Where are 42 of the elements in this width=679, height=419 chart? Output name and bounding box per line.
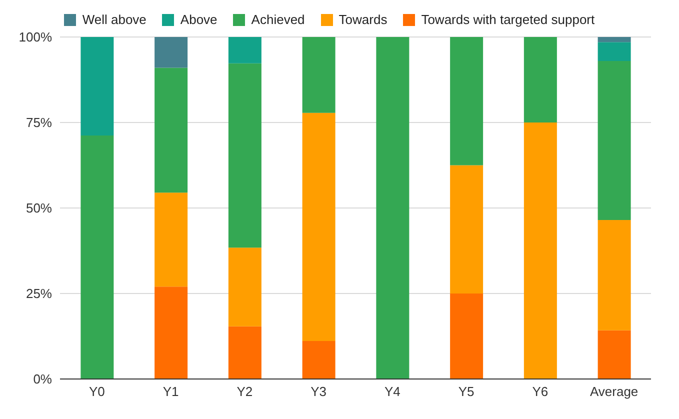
y-tick-label: 0%: [33, 372, 52, 387]
x-tick-label: Y1: [162, 384, 179, 400]
bar: [302, 37, 336, 113]
bar: [228, 37, 262, 64]
y-tick-label: 25%: [26, 286, 52, 302]
x-tick-label: Y5: [458, 384, 474, 400]
x-tick-label: Y3: [310, 384, 327, 400]
bar: [450, 294, 484, 379]
legend-label: Above: [180, 12, 218, 27]
legend-label: Towards with targeted support: [421, 12, 595, 27]
bar: [524, 37, 557, 122]
bar: [228, 326, 262, 379]
bar: [598, 37, 631, 42]
x-tick-label: Y0: [88, 384, 105, 400]
bar: [154, 68, 188, 193]
bar: [80, 37, 114, 136]
bar: [376, 37, 410, 379]
x-tick-label: Average: [590, 384, 638, 400]
bar: [154, 37, 188, 68]
bar: [154, 192, 188, 287]
bar: [598, 220, 631, 330]
bar: [598, 60, 631, 220]
bar: [228, 63, 262, 248]
legend-label: Achieved: [251, 12, 305, 27]
bar: [80, 135, 114, 379]
bar: [302, 112, 336, 342]
bar: [450, 37, 484, 166]
bar: [598, 42, 631, 61]
bar: [228, 248, 262, 326]
bar: [598, 330, 631, 379]
x-tick-label: Y2: [236, 384, 253, 400]
legend-label: Well above: [82, 12, 146, 27]
bar: [302, 341, 336, 379]
bar: [524, 122, 557, 379]
y-tick-label: 100%: [18, 30, 52, 45]
x-tick-label: Y6: [532, 384, 548, 400]
x-tick-label: Y4: [384, 384, 400, 400]
y-tick-label: 75%: [26, 115, 52, 130]
bar: [154, 286, 188, 379]
legend-label: Towards: [338, 12, 388, 27]
y-tick-label: 50%: [26, 200, 52, 216]
bar: [450, 165, 484, 294]
